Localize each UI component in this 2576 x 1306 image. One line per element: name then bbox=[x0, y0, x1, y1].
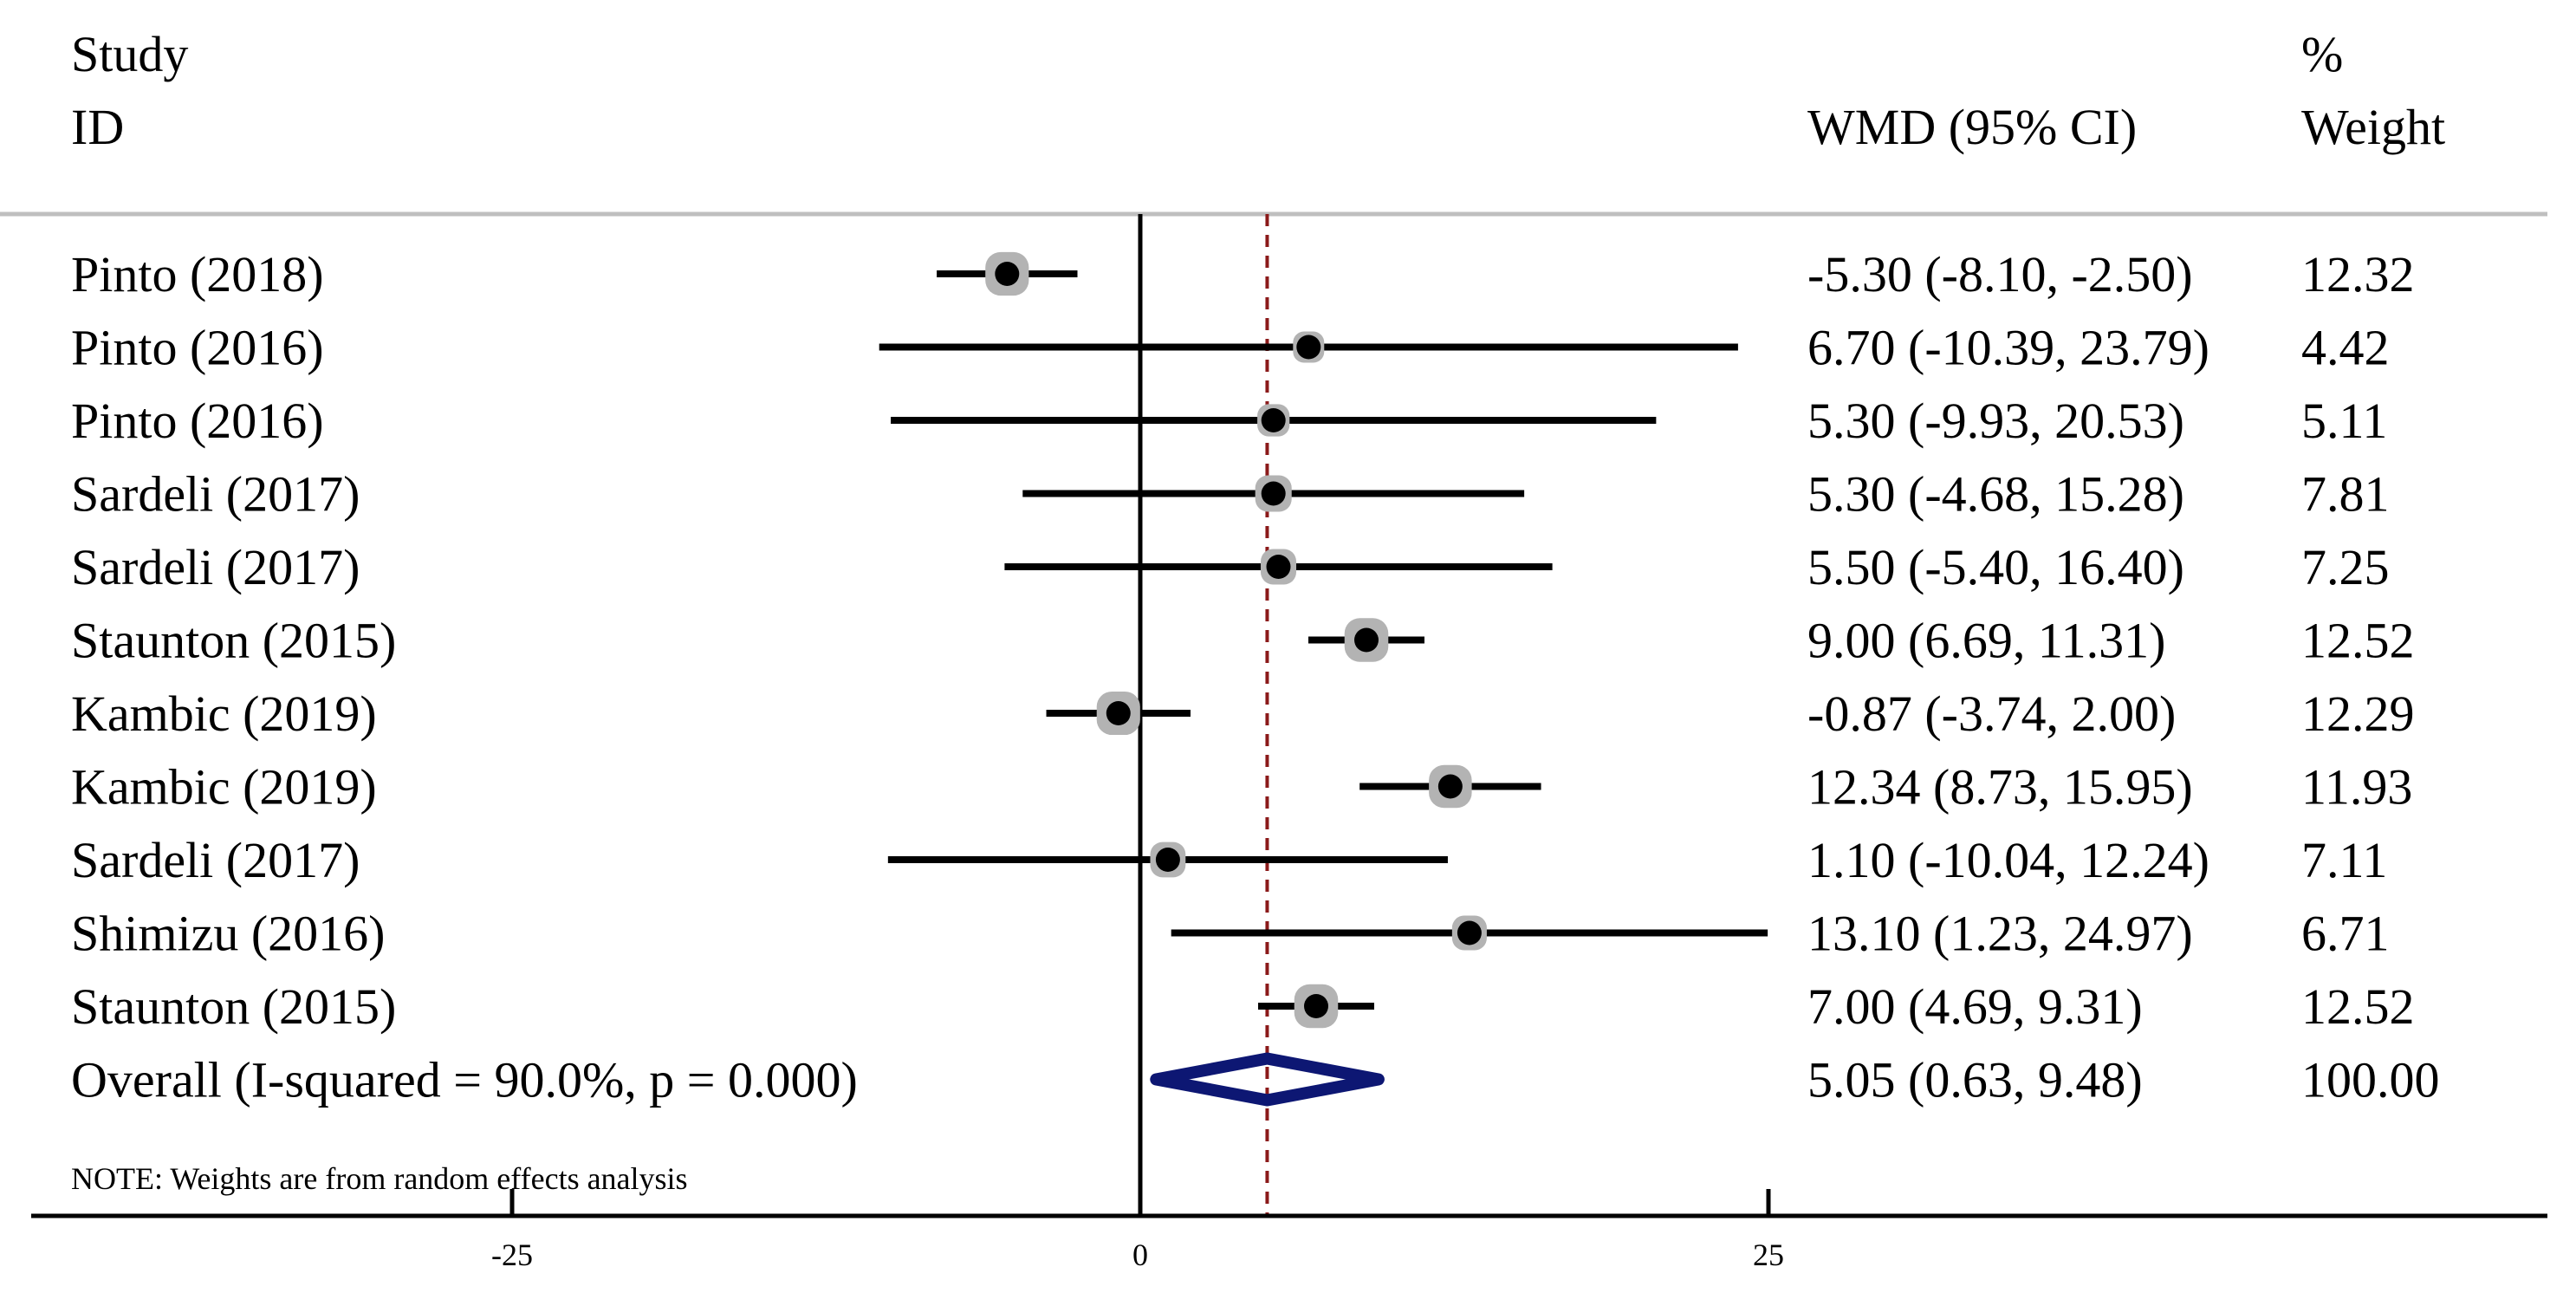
study-label: Pinto (2016) bbox=[71, 393, 324, 449]
study-label: Sardeli (2017) bbox=[71, 466, 360, 523]
x-tick-label: 25 bbox=[1753, 1238, 1784, 1272]
point-estimate bbox=[1155, 848, 1180, 872]
header-id: ID bbox=[71, 99, 124, 155]
ci-text: 6.70 (-10.39, 23.79) bbox=[1807, 320, 2209, 376]
weight-text: 12.52 bbox=[2301, 613, 2415, 669]
weight-text: 11.93 bbox=[2301, 759, 2412, 815]
x-tick-label: -25 bbox=[491, 1238, 533, 1272]
point-estimate bbox=[1106, 701, 1131, 725]
ci-text: 5.30 (-4.68, 15.28) bbox=[1807, 466, 2184, 523]
header-weight: Weight bbox=[2301, 99, 2445, 155]
study-label: Sardeli (2017) bbox=[71, 539, 360, 595]
overall-diamond bbox=[1150, 1052, 1385, 1107]
header-effect: WMD (95% CI) bbox=[1807, 99, 2137, 155]
study-row: Pinto (2016) 6.70 (-10.39, 23.79) 4.42 bbox=[71, 320, 2390, 376]
point-estimate bbox=[1354, 627, 1379, 653]
ci-text: 1.10 (-10.04, 12.24) bbox=[1807, 832, 2209, 888]
point-estimate bbox=[1261, 481, 1286, 506]
x-axis-ticks: -25 0 25 bbox=[491, 1189, 1784, 1272]
ci-text: 13.10 (1.23, 24.97) bbox=[1807, 906, 2193, 962]
ci-text: 5.30 (-9.93, 20.53) bbox=[1807, 393, 2184, 449]
study-row: Pinto (2016) 5.30 (-9.93, 20.53) 5.11 bbox=[71, 393, 2387, 449]
point-estimate bbox=[1304, 994, 1328, 1018]
study-label: Pinto (2016) bbox=[71, 320, 324, 376]
weight-text: 7.11 bbox=[2301, 832, 2387, 888]
ci-text: 9.00 (6.69, 11.31) bbox=[1807, 613, 2165, 669]
weight-text: 6.71 bbox=[2301, 906, 2390, 962]
header-weight-pct: % bbox=[2301, 26, 2343, 82]
ci-text: 12.34 (8.73, 15.95) bbox=[1807, 759, 2193, 815]
ci-text: -5.30 (-8.10, -2.50) bbox=[1807, 246, 2193, 302]
weight-text: 7.25 bbox=[2301, 539, 2390, 595]
x-tick-label: 0 bbox=[1132, 1238, 1148, 1272]
study-label: Staunton (2015) bbox=[71, 613, 396, 669]
footnote: NOTE: Weights are from random effects an… bbox=[71, 1161, 688, 1196]
study-row: Sardeli (2017) 5.30 (-4.68, 15.28) 7.81 bbox=[71, 466, 2390, 523]
overall-weight: 100.00 bbox=[2301, 1052, 2440, 1108]
study-label: Sardeli (2017) bbox=[71, 832, 360, 888]
weight-text: 12.52 bbox=[2301, 978, 2415, 1035]
point-estimate bbox=[1457, 920, 1482, 945]
point-estimate bbox=[1266, 555, 1291, 579]
overall-label: Overall (I-squared = 90.0%, p = 0.000) bbox=[71, 1052, 858, 1108]
point-estimate bbox=[995, 262, 1020, 286]
ci-text: 5.50 (-5.40, 16.40) bbox=[1807, 539, 2184, 595]
header-study: Study bbox=[71, 26, 188, 82]
study-row: Sardeli (2017) 5.50 (-5.40, 16.40) 7.25 bbox=[71, 539, 2390, 595]
weight-text: 4.42 bbox=[2301, 320, 2390, 376]
study-row: Staunton (2015) 7.00 (4.69, 9.31) 12.52 bbox=[71, 978, 2415, 1035]
study-rows: Pinto (2018) -5.30 (-8.10, -2.50) 12.32Pin… bbox=[71, 246, 2415, 1035]
point-estimate bbox=[1437, 774, 1463, 799]
ci-text: 7.00 (4.69, 9.31) bbox=[1807, 978, 2143, 1035]
study-row: Pinto (2018) -5.30 (-8.10, -2.50) 12.32 bbox=[71, 246, 2415, 302]
study-row: Kambic (2019) -0.87 (-3.74, 2.00) 12.29 bbox=[71, 685, 2415, 742]
study-label: Kambic (2019) bbox=[71, 685, 377, 742]
study-row: Kambic (2019) 12.34 (8.73, 15.95) 11.93 bbox=[71, 759, 2412, 815]
point-estimate bbox=[1296, 335, 1321, 360]
study-label: Kambic (2019) bbox=[71, 759, 377, 815]
weight-text: 5.11 bbox=[2301, 393, 2387, 449]
study-label: Staunton (2015) bbox=[71, 978, 396, 1035]
study-label: Shimizu (2016) bbox=[71, 906, 385, 962]
study-row: Sardeli (2017) 1.10 (-10.04, 12.24) 7.11 bbox=[71, 832, 2387, 888]
weight-text: 7.81 bbox=[2301, 466, 2390, 523]
study-row: Staunton (2015) 9.00 (6.69, 11.31) 12.52 bbox=[71, 613, 2415, 669]
study-row: Shimizu (2016) 13.10 (1.23, 24.97) 6.71 bbox=[71, 906, 2390, 962]
ci-text: -0.87 (-3.74, 2.00) bbox=[1807, 685, 2176, 742]
weight-text: 12.32 bbox=[2301, 246, 2415, 302]
overall-ci-text: 5.05 (0.63, 9.48) bbox=[1807, 1052, 2143, 1108]
study-label: Pinto (2018) bbox=[71, 246, 324, 302]
weight-text: 12.29 bbox=[2301, 685, 2415, 742]
point-estimate bbox=[1261, 408, 1286, 432]
